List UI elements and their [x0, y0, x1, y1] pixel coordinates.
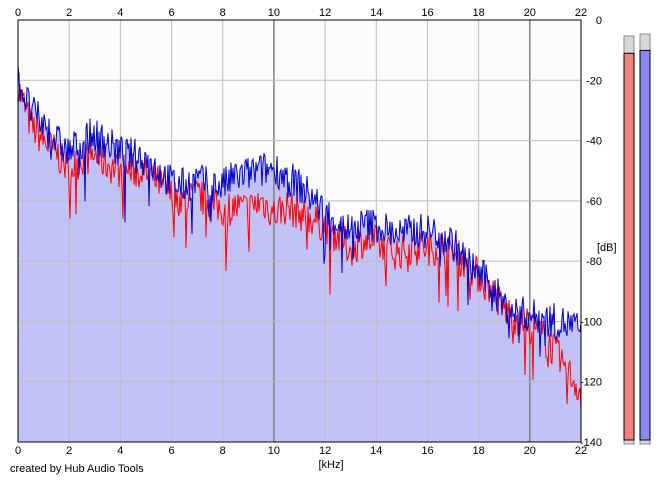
y-axis-label: [dB] [597, 242, 617, 254]
meter-left-bar [623, 52, 635, 441]
footer-credit: created by Hub Audio Tools [10, 463, 144, 475]
x-axis-bottom-ticks: 0 2 4 6 8 10 12 14 16 18 20 22 [15, 445, 587, 457]
x-tick-label-top: 10 [268, 7, 280, 19]
x-tick-label-bottom: 12 [319, 445, 331, 457]
x-tick-label-bottom: 20 [524, 445, 536, 457]
x-tick-label-top: 0 [15, 7, 21, 19]
y-tick-label: -60 [586, 196, 602, 208]
x-tick-label-bottom: 14 [370, 445, 382, 457]
x-tick-label-bottom: 22 [575, 445, 587, 457]
x-tick-label-bottom: 16 [421, 445, 433, 457]
y-tick-label: -120 [580, 377, 602, 389]
x-tick-label-top: 8 [220, 7, 226, 19]
x-tick-label-top: 4 [117, 7, 123, 19]
x-tick-label-top: 14 [370, 7, 382, 19]
y-tick-label: 0 [596, 15, 602, 27]
x-tick-label-bottom: 10 [268, 445, 280, 457]
x-tick-label-bottom: 18 [473, 445, 485, 457]
y-tick-label: -20 [586, 75, 602, 87]
spectrum-series [17, 19, 582, 443]
x-tick-label-top: 16 [421, 7, 433, 19]
x-tick-label-top: 2 [66, 7, 72, 19]
meter-right-bar [639, 49, 651, 441]
x-tick-label-top: 12 [319, 7, 331, 19]
spectrum-fill [18, 65, 581, 442]
x-tick-label-bottom: 0 [15, 445, 21, 457]
y-tick-label: -80 [586, 256, 602, 268]
x-tick-label-bottom: 4 [117, 445, 123, 457]
x-axis-label: [kHz] [318, 459, 343, 471]
x-tick-label-top: 22 [575, 7, 587, 19]
x-tick-label-bottom: 2 [66, 445, 72, 457]
x-tick-label-bottom: 6 [168, 445, 174, 457]
y-axis-right-ticks: 0 -20 -40 -60 -80 -100 -120 -140 [580, 15, 602, 449]
plot-frame [17, 19, 582, 443]
level-meters [623, 33, 651, 445]
spectrum-fill-area [18, 65, 581, 442]
y-tick-label: -140 [580, 437, 602, 449]
series-right-line [17, 65, 582, 357]
x-tick-label-bottom: 8 [220, 445, 226, 457]
x-axis-top-ticks: 0 2 4 6 8 10 12 14 16 18 20 22 [15, 7, 587, 19]
y-tick-label: -40 [586, 136, 602, 148]
y-tick-label: -100 [580, 316, 602, 328]
x-tick-label-top: 6 [168, 7, 174, 19]
x-tick-label-top: 20 [524, 7, 536, 19]
x-tick-label-top: 18 [473, 7, 485, 19]
